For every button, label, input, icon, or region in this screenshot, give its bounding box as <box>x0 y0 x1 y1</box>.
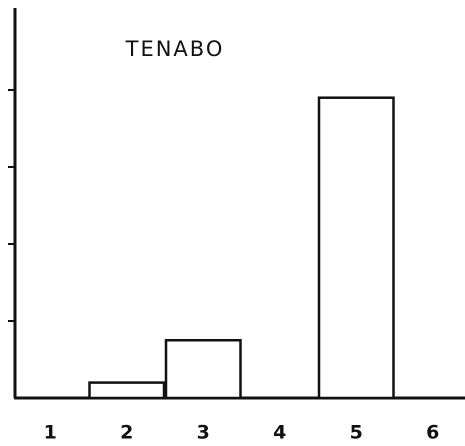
bar <box>317 96 395 400</box>
x-tick-label: 3 <box>197 422 210 444</box>
x-tick-label: 1 <box>44 422 57 444</box>
x-tick-label: 2 <box>120 422 133 444</box>
x-tick-label: 6 <box>426 422 439 444</box>
x-tick-label: 4 <box>273 422 286 444</box>
chart-title: TENABO <box>125 37 225 61</box>
bar <box>164 339 242 400</box>
bar <box>88 381 166 400</box>
x-tick-label: 5 <box>350 422 363 444</box>
